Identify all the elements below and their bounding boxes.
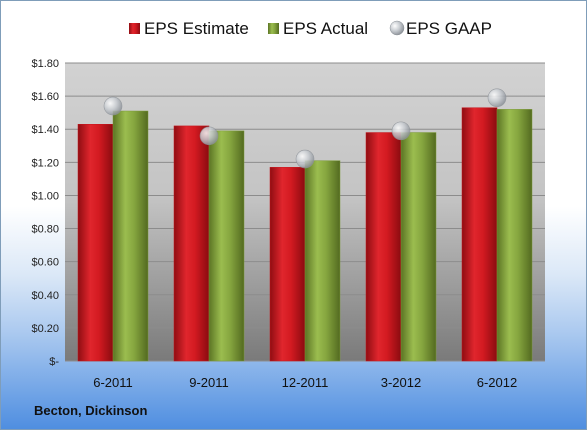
point-eps-gaap — [103, 96, 123, 116]
point-eps-gaap — [199, 126, 219, 146]
x-tick-label: 3-2012 — [381, 375, 421, 390]
bars — [77, 88, 533, 362]
legend: EPS Estimate EPS Actual EPS GAAP — [129, 19, 492, 38]
bar-eps-actual — [304, 160, 341, 362]
y-axis-ticks: $- $0.20 $0.40 $0.60 $0.80 $1.00 $1.20 $1.40 $1.… — [31, 58, 59, 368]
bar-eps-estimate — [269, 167, 306, 362]
x-tick-label: 9-2011 — [189, 375, 229, 390]
bar-eps-actual — [496, 109, 533, 362]
y-tick-label: $0.60 — [31, 257, 59, 269]
point-eps-gaap — [487, 88, 507, 108]
y-tick-label: $1.80 — [31, 58, 59, 70]
point-eps-gaap — [391, 121, 411, 141]
x-tick-label: 12-2011 — [282, 375, 329, 390]
y-tick-label: $1.00 — [31, 190, 59, 202]
y-tick-label: $0.20 — [31, 323, 59, 335]
y-tick-label: $0.40 — [31, 290, 59, 302]
eps-chart: $- $0.20 $0.40 $0.60 $0.80 $1.00 $1.20 $1.40 $1.… — [31, 19, 545, 390]
legend-label: EPS Estimate — [144, 19, 249, 38]
y-tick-label: $- — [49, 356, 59, 368]
y-tick-label: $1.60 — [31, 91, 59, 103]
legend-label: EPS GAAP — [406, 19, 492, 38]
company-name: Becton, Dickinson — [34, 403, 148, 418]
y-tick-label: $0.80 — [31, 224, 59, 236]
point-eps-gaap — [295, 149, 315, 169]
bar-eps-estimate — [365, 132, 402, 362]
x-tick-label: 6-2011 — [93, 375, 133, 390]
bar-eps-estimate — [77, 124, 114, 362]
bar-eps-actual — [208, 130, 245, 362]
y-tick-label: $1.20 — [31, 157, 59, 169]
bar-eps-actual — [112, 110, 149, 362]
legend-label: EPS Actual — [283, 19, 368, 38]
bar-eps-estimate — [461, 107, 498, 362]
x-tick-label: 6-2012 — [477, 375, 517, 390]
x-axis-ticks: 6-2011 9-2011 12-2011 3-2012 6-2012 — [93, 375, 517, 390]
bar-eps-estimate — [173, 125, 210, 362]
y-tick-label: $1.40 — [31, 124, 59, 136]
legend-swatch — [129, 23, 140, 34]
legend-swatch — [268, 23, 279, 34]
bar-eps-actual — [400, 132, 437, 362]
legend-swatch — [389, 20, 405, 36]
